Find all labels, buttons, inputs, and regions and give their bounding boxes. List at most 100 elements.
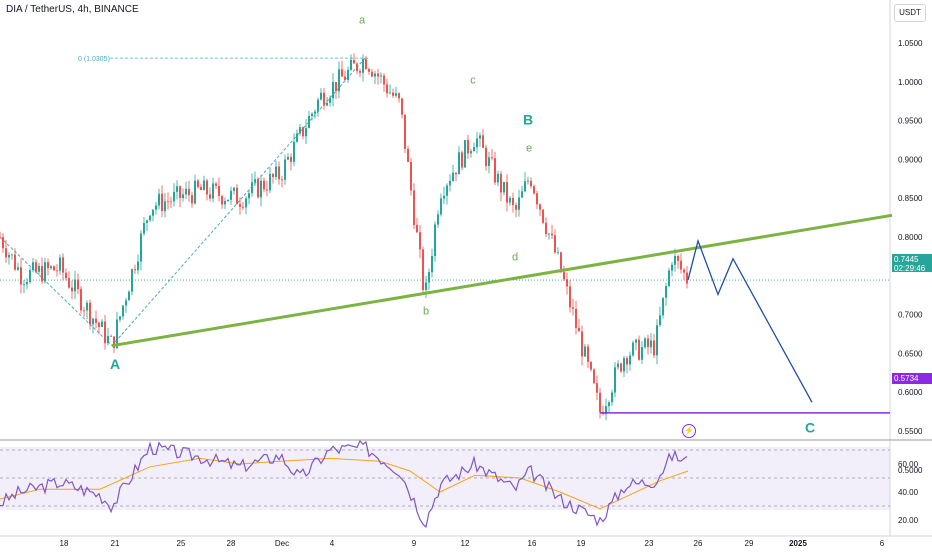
candle-body — [668, 270, 670, 287]
candle-body — [260, 180, 262, 198]
time-tick-label: 16 — [528, 539, 537, 548]
candle-body — [518, 197, 520, 210]
candle-body — [86, 302, 88, 311]
currency-badge[interactable]: USDT — [894, 4, 926, 22]
candle-body — [176, 186, 178, 192]
candle-body — [569, 286, 571, 308]
candle-body — [611, 392, 613, 403]
candle-body — [299, 127, 301, 134]
candle-body — [491, 157, 493, 159]
projection-path — [687, 238, 813, 403]
candle-body — [239, 204, 241, 207]
candle-body — [383, 75, 385, 85]
time-tick-label: 19 — [577, 539, 586, 548]
candle-body — [173, 191, 175, 202]
candle-body — [5, 248, 7, 258]
candle-body — [197, 180, 199, 187]
candle-body — [44, 262, 46, 282]
candle-body — [275, 166, 277, 178]
candle-body — [74, 279, 76, 292]
price-tick-label: 0.6500 — [898, 349, 923, 358]
candle-body — [584, 346, 586, 357]
candle-body — [161, 193, 163, 212]
wave-label-a: a — [359, 15, 366, 27]
time-tick-label: 21 — [111, 539, 120, 548]
candle-body — [482, 135, 484, 148]
candle-body — [404, 114, 406, 149]
candle-body — [488, 157, 490, 167]
candle-body — [53, 266, 55, 271]
wave-label-e: e — [526, 143, 532, 155]
candle-body — [671, 264, 673, 271]
candle-body — [104, 321, 106, 344]
candle-body — [515, 205, 517, 210]
candle-body — [227, 199, 229, 202]
current-price-tag: 0.7445 02:29:46 — [892, 254, 932, 273]
candle-body — [131, 269, 133, 292]
candle-body — [512, 197, 514, 206]
time-tick-label: 25 — [177, 539, 186, 548]
candle-body — [380, 75, 382, 77]
candle-body — [452, 172, 454, 181]
candle-body — [17, 267, 19, 270]
flash-icon[interactable]: ⚡ — [682, 424, 696, 438]
candle-body — [14, 254, 16, 270]
candle-body — [503, 181, 505, 193]
candle-body — [41, 265, 43, 282]
candle-body — [50, 266, 52, 269]
rsi-tick-label: 40.00 — [898, 488, 919, 497]
candle-body — [686, 272, 688, 284]
candle-body — [32, 262, 34, 271]
candle-body — [284, 159, 286, 180]
symbol-title[interactable]: DIA / TetherUS, 4h, BINANCE — [6, 4, 139, 15]
wave-label-B: B — [523, 111, 533, 127]
candle-body — [278, 166, 280, 180]
candle-body — [509, 197, 511, 203]
candle-body — [182, 194, 184, 199]
candle-body — [635, 339, 637, 343]
time-tick-label: Dec — [275, 539, 289, 548]
candle-body — [428, 272, 430, 283]
candle-body — [662, 297, 664, 316]
candle-body — [56, 270, 58, 272]
candle-body — [455, 172, 457, 175]
candle-body — [365, 59, 367, 70]
fib-guide-line — [0, 236, 113, 346]
candle-body — [374, 73, 376, 77]
candle-body — [152, 209, 154, 216]
candle-body — [578, 327, 580, 332]
candle-body — [416, 224, 418, 233]
rsi-ma-line — [0, 457, 689, 510]
candle-body — [125, 300, 127, 306]
candle-body — [113, 336, 115, 349]
candle-body — [497, 173, 499, 183]
price-tick-label: 1.0500 — [898, 39, 923, 48]
time-tick-label: 28 — [227, 539, 236, 548]
price-tick-label: 0.5000 — [898, 466, 923, 475]
price-tick-label: 0.5500 — [898, 427, 923, 436]
candle-body — [257, 179, 259, 198]
candle-body — [296, 133, 298, 142]
candle-body — [590, 361, 592, 370]
candle-body — [347, 69, 349, 80]
candle-body — [302, 127, 304, 137]
candle-body — [425, 282, 427, 290]
candle-body — [311, 113, 313, 116]
candle-body — [401, 98, 403, 115]
candle-body — [647, 338, 649, 348]
candle-body — [128, 291, 130, 301]
candle-body — [209, 194, 211, 199]
candle-body — [245, 198, 247, 208]
candle-body — [323, 92, 325, 106]
candle-body — [320, 92, 322, 100]
candle-body — [539, 204, 541, 210]
candle-body — [47, 262, 49, 269]
current-price-value: 0.7445 — [894, 255, 919, 264]
candle-body — [506, 181, 508, 203]
candle-body — [581, 331, 583, 357]
candle-body — [377, 73, 379, 77]
candle-body — [446, 185, 448, 196]
candle-body — [530, 180, 532, 187]
